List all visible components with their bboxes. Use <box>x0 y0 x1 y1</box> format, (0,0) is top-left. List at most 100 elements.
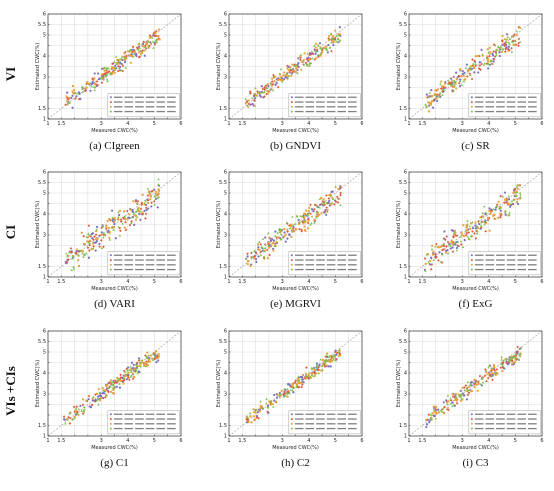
legend-text-placeholder <box>167 418 176 420</box>
legend-text-placeholder <box>305 96 315 98</box>
data-point <box>427 253 430 256</box>
data-point <box>119 373 122 377</box>
data-point <box>336 38 340 41</box>
data-point <box>121 69 124 73</box>
data-point <box>327 358 330 361</box>
data-point <box>429 417 432 420</box>
data-point <box>253 249 256 252</box>
data-point <box>140 203 143 206</box>
data-point <box>129 370 133 373</box>
data-point <box>134 210 137 213</box>
data-point <box>517 25 521 29</box>
data-point <box>431 106 435 109</box>
y-tick-label: 5 <box>224 350 227 356</box>
data-point <box>300 381 303 384</box>
data-point <box>428 263 432 266</box>
data-point <box>283 387 286 391</box>
data-point <box>118 213 121 217</box>
data-point <box>92 242 95 245</box>
data-point <box>111 67 114 70</box>
caption-d: (d) VARI <box>94 298 135 310</box>
x-tick-label: 6 <box>360 279 363 285</box>
data-point <box>75 250 78 253</box>
legend-text-placeholder <box>348 254 357 256</box>
data-point <box>134 218 137 221</box>
data-point <box>127 216 130 219</box>
data-point <box>427 101 430 104</box>
data-point <box>451 243 454 246</box>
data-point <box>442 401 445 404</box>
data-point <box>469 68 473 71</box>
data-point <box>518 347 522 350</box>
data-point <box>101 392 104 395</box>
data-point <box>495 368 499 371</box>
legend-marker <box>109 259 112 262</box>
legend-text-placeholder <box>326 110 336 113</box>
data-point <box>308 53 312 57</box>
legend-text-placeholder <box>316 423 325 425</box>
data-point <box>272 249 275 252</box>
data-point <box>450 83 453 86</box>
legend-text-placeholder <box>124 413 134 415</box>
data-point <box>329 365 332 368</box>
data-point <box>123 370 127 373</box>
data-point <box>110 379 113 382</box>
data-point <box>431 412 434 415</box>
data-point <box>147 354 150 357</box>
data-point <box>74 406 78 410</box>
data-point <box>269 87 272 91</box>
data-point <box>437 246 440 249</box>
legend-marker <box>470 96 473 99</box>
data-point <box>119 229 122 233</box>
y-tick-label: 6 <box>43 12 46 18</box>
x-axis-label: Measured CWC(%) <box>272 286 319 292</box>
legend-text-placeholder <box>135 96 144 98</box>
legend-text-placeholder <box>316 413 325 415</box>
data-point <box>261 237 265 241</box>
data-point <box>313 48 316 51</box>
data-point <box>318 197 322 201</box>
data-point <box>272 405 275 408</box>
data-point <box>454 71 458 74</box>
data-point <box>445 399 448 402</box>
data-point <box>451 89 454 93</box>
legend-text-placeholder <box>517 106 527 108</box>
data-point <box>250 421 253 424</box>
data-point <box>91 232 94 235</box>
data-point <box>465 225 468 228</box>
y-tick-label: 3 <box>404 233 407 239</box>
legend-text-placeholder <box>506 110 516 113</box>
legend-text-placeholder <box>337 110 347 113</box>
data-point <box>274 244 278 248</box>
row-label-vis-cis: VIs +CIs <box>3 366 18 416</box>
data-point <box>307 213 310 216</box>
y-tick-label: 5 <box>224 191 227 197</box>
data-point <box>477 71 480 74</box>
data-point <box>327 39 330 42</box>
data-point <box>291 230 294 233</box>
data-point <box>141 211 144 214</box>
legend-text-placeholder <box>124 259 134 261</box>
data-point <box>469 381 472 384</box>
data-point <box>247 260 250 263</box>
data-point <box>148 44 151 48</box>
legend-text-placeholder <box>145 106 155 108</box>
legend-text-placeholder <box>348 427 357 430</box>
legend-text-placeholder <box>517 413 527 415</box>
legend-marker <box>470 263 473 266</box>
data-point <box>135 54 138 58</box>
data-point <box>263 249 266 253</box>
data-point <box>499 366 503 370</box>
data-point <box>444 82 447 85</box>
data-point <box>108 381 111 384</box>
data-point <box>154 29 158 33</box>
y-tick-label: 3 <box>404 75 407 81</box>
data-point <box>460 397 463 400</box>
data-point <box>87 236 90 239</box>
data-point <box>303 216 306 219</box>
data-point <box>88 242 91 245</box>
data-point <box>259 400 262 403</box>
legend-text-placeholder <box>326 423 336 425</box>
data-point <box>439 82 442 86</box>
data-point <box>475 232 479 235</box>
